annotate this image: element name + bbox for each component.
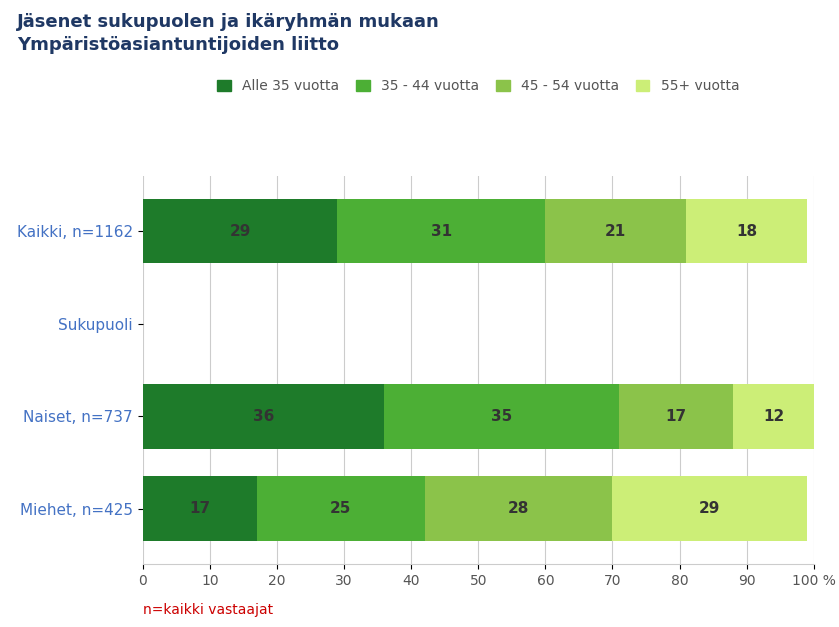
Text: 35: 35 (491, 409, 513, 424)
Bar (384, 384, 619, 448)
Bar (143, 477, 257, 541)
Text: 18: 18 (736, 224, 758, 239)
Bar (143, 199, 337, 263)
Text: 31: 31 (430, 224, 452, 239)
Text: 29: 29 (699, 501, 721, 516)
Bar (612, 477, 807, 541)
Bar (545, 199, 686, 263)
Bar (337, 199, 545, 263)
Text: 29: 29 (229, 224, 251, 239)
Text: 12: 12 (763, 409, 784, 424)
Legend: Alle 35 vuotta, 35 - 44 vuotta, 45 - 54 vuotta, 55+ vuotta: Alle 35 vuotta, 35 - 44 vuotta, 45 - 54 … (211, 73, 745, 99)
Bar (619, 384, 733, 448)
Text: 25: 25 (330, 501, 352, 516)
Bar (686, 199, 807, 263)
Text: n=kaikki vastaajat: n=kaikki vastaajat (143, 603, 273, 617)
Text: 17: 17 (665, 409, 687, 424)
Text: 36: 36 (253, 409, 274, 424)
Text: 17: 17 (189, 501, 211, 516)
Text: 21: 21 (605, 224, 627, 239)
Text: Jäsenet sukupuolen ja ikäryhmän mukaan
Ympäristöasiantuntijoiden liitto: Jäsenet sukupuolen ja ikäryhmän mukaan Y… (17, 13, 440, 54)
Bar (257, 477, 425, 541)
Bar (733, 384, 814, 448)
Text: 28: 28 (508, 501, 529, 516)
Bar (143, 384, 384, 448)
Bar (425, 477, 612, 541)
